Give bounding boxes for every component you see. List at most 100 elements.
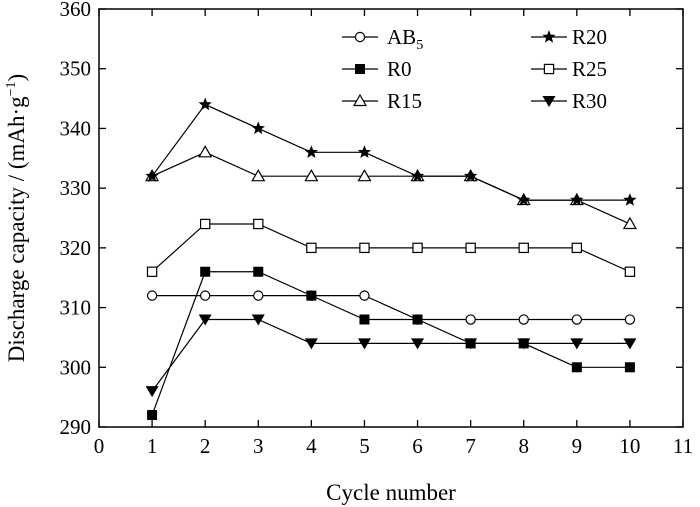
data-point xyxy=(410,169,425,182)
data-point xyxy=(412,242,423,254)
legend-label: R30 xyxy=(572,89,607,113)
data-point xyxy=(570,193,584,206)
series-r25 xyxy=(146,218,636,277)
data-point xyxy=(465,314,476,325)
legend-marker xyxy=(543,63,555,75)
legend-label-text: R20 xyxy=(572,25,607,49)
data-point xyxy=(253,290,264,301)
series-line xyxy=(151,318,630,392)
x-tick-label: 7 xyxy=(465,434,476,458)
y-axis-title-sup: −1 xyxy=(4,81,19,96)
axis-ticks: 0 1 2 3 4 5 6 7 8 9 10 11 290 300 310 320 330 340 350 360 xyxy=(60,0,694,458)
y-tick-label: 300 xyxy=(60,355,92,379)
data-point xyxy=(198,145,213,158)
x-axis-title: Cycle number xyxy=(326,480,456,505)
data-point xyxy=(304,145,319,158)
legend-label-text: AB xyxy=(387,25,416,49)
legend-item-r0: R0 xyxy=(342,57,412,81)
data-point xyxy=(518,314,529,325)
legend-label-text: R30 xyxy=(572,89,607,113)
data-point xyxy=(306,290,317,301)
legend-marker xyxy=(352,93,368,107)
data-point xyxy=(624,314,636,325)
series-line xyxy=(151,103,630,201)
y-tick-label: 350 xyxy=(60,57,92,81)
data-point xyxy=(517,338,531,350)
data-point xyxy=(146,290,158,301)
data-point xyxy=(570,338,584,350)
y-tick-label: 310 xyxy=(60,296,92,320)
legend-item-ab: AB5 xyxy=(342,25,423,53)
data-point xyxy=(304,168,319,182)
y-tick-label: 330 xyxy=(60,176,92,200)
data-point xyxy=(357,145,372,158)
legend-item-r20: R20 xyxy=(531,25,607,49)
y-axis-title-main: Discharge capacity / (mAh·g xyxy=(4,96,29,362)
legend-label: R20 xyxy=(572,25,607,49)
data-point xyxy=(464,338,478,350)
x-tick-label: 2 xyxy=(200,434,211,458)
series-layer xyxy=(145,97,637,421)
data-point xyxy=(359,314,370,325)
legend-label-subscript: 5 xyxy=(416,38,423,53)
data-point xyxy=(517,193,531,206)
y-tick-label: 320 xyxy=(60,236,92,260)
data-point xyxy=(624,266,636,277)
data-point xyxy=(147,410,158,421)
data-point xyxy=(571,242,583,254)
data-point xyxy=(465,242,476,254)
data-point xyxy=(359,242,370,254)
data-point xyxy=(359,290,370,301)
legend-label-text: R25 xyxy=(572,57,607,81)
data-point xyxy=(251,168,266,182)
x-tick-label: 4 xyxy=(306,434,317,458)
x-tick-label: 8 xyxy=(518,434,529,458)
data-point xyxy=(518,242,529,254)
x-tick-label: 0 xyxy=(94,434,105,458)
data-point xyxy=(623,193,637,206)
data-point xyxy=(624,362,635,373)
legend-marker xyxy=(354,31,366,43)
data-point xyxy=(253,266,264,277)
series-line xyxy=(151,271,630,416)
series-r15 xyxy=(145,145,637,230)
x-tick-label: 1 xyxy=(147,434,158,458)
data-point xyxy=(198,97,212,111)
y-axis-title: Discharge capacity / (mAh·g−1) xyxy=(4,74,29,362)
data-point xyxy=(622,216,637,230)
x-tick-label: 3 xyxy=(253,434,264,458)
legend-item-r25: R25 xyxy=(531,57,607,81)
legend-label-text: R0 xyxy=(387,57,412,81)
data-point xyxy=(145,386,159,398)
data-point xyxy=(251,121,265,135)
data-point xyxy=(412,314,423,325)
data-point xyxy=(304,338,318,350)
y-tick-label: 360 xyxy=(60,0,92,21)
x-tick-label: 11 xyxy=(673,434,693,458)
x-tick-label: 10 xyxy=(619,434,640,458)
series-line xyxy=(151,223,631,273)
data-point xyxy=(306,242,317,254)
data-point xyxy=(411,338,425,350)
series-line xyxy=(152,295,630,321)
legend-item-r30: R30 xyxy=(531,89,607,113)
series-line xyxy=(151,151,631,225)
legend: AB5 R0 R15 R20 R25 R30 xyxy=(342,25,607,113)
legend-label: R25 xyxy=(572,57,607,81)
data-point xyxy=(145,169,159,182)
y-tick-label: 290 xyxy=(60,415,92,439)
x-tick-label: 9 xyxy=(572,434,583,458)
series-r30 xyxy=(145,314,637,398)
series-r0 xyxy=(147,266,635,421)
y-tick-label: 340 xyxy=(60,116,92,140)
legend-item-r15: R15 xyxy=(342,89,422,113)
data-point xyxy=(199,290,211,301)
data-point xyxy=(623,338,637,350)
legend-label: R15 xyxy=(387,89,422,113)
x-tick-label: 6 xyxy=(412,434,423,458)
legend-label-text: R15 xyxy=(387,89,422,113)
data-point xyxy=(198,314,212,326)
legend-marker xyxy=(355,64,365,74)
x-tick-label: 5 xyxy=(359,434,370,458)
legend-label: R0 xyxy=(387,57,412,81)
